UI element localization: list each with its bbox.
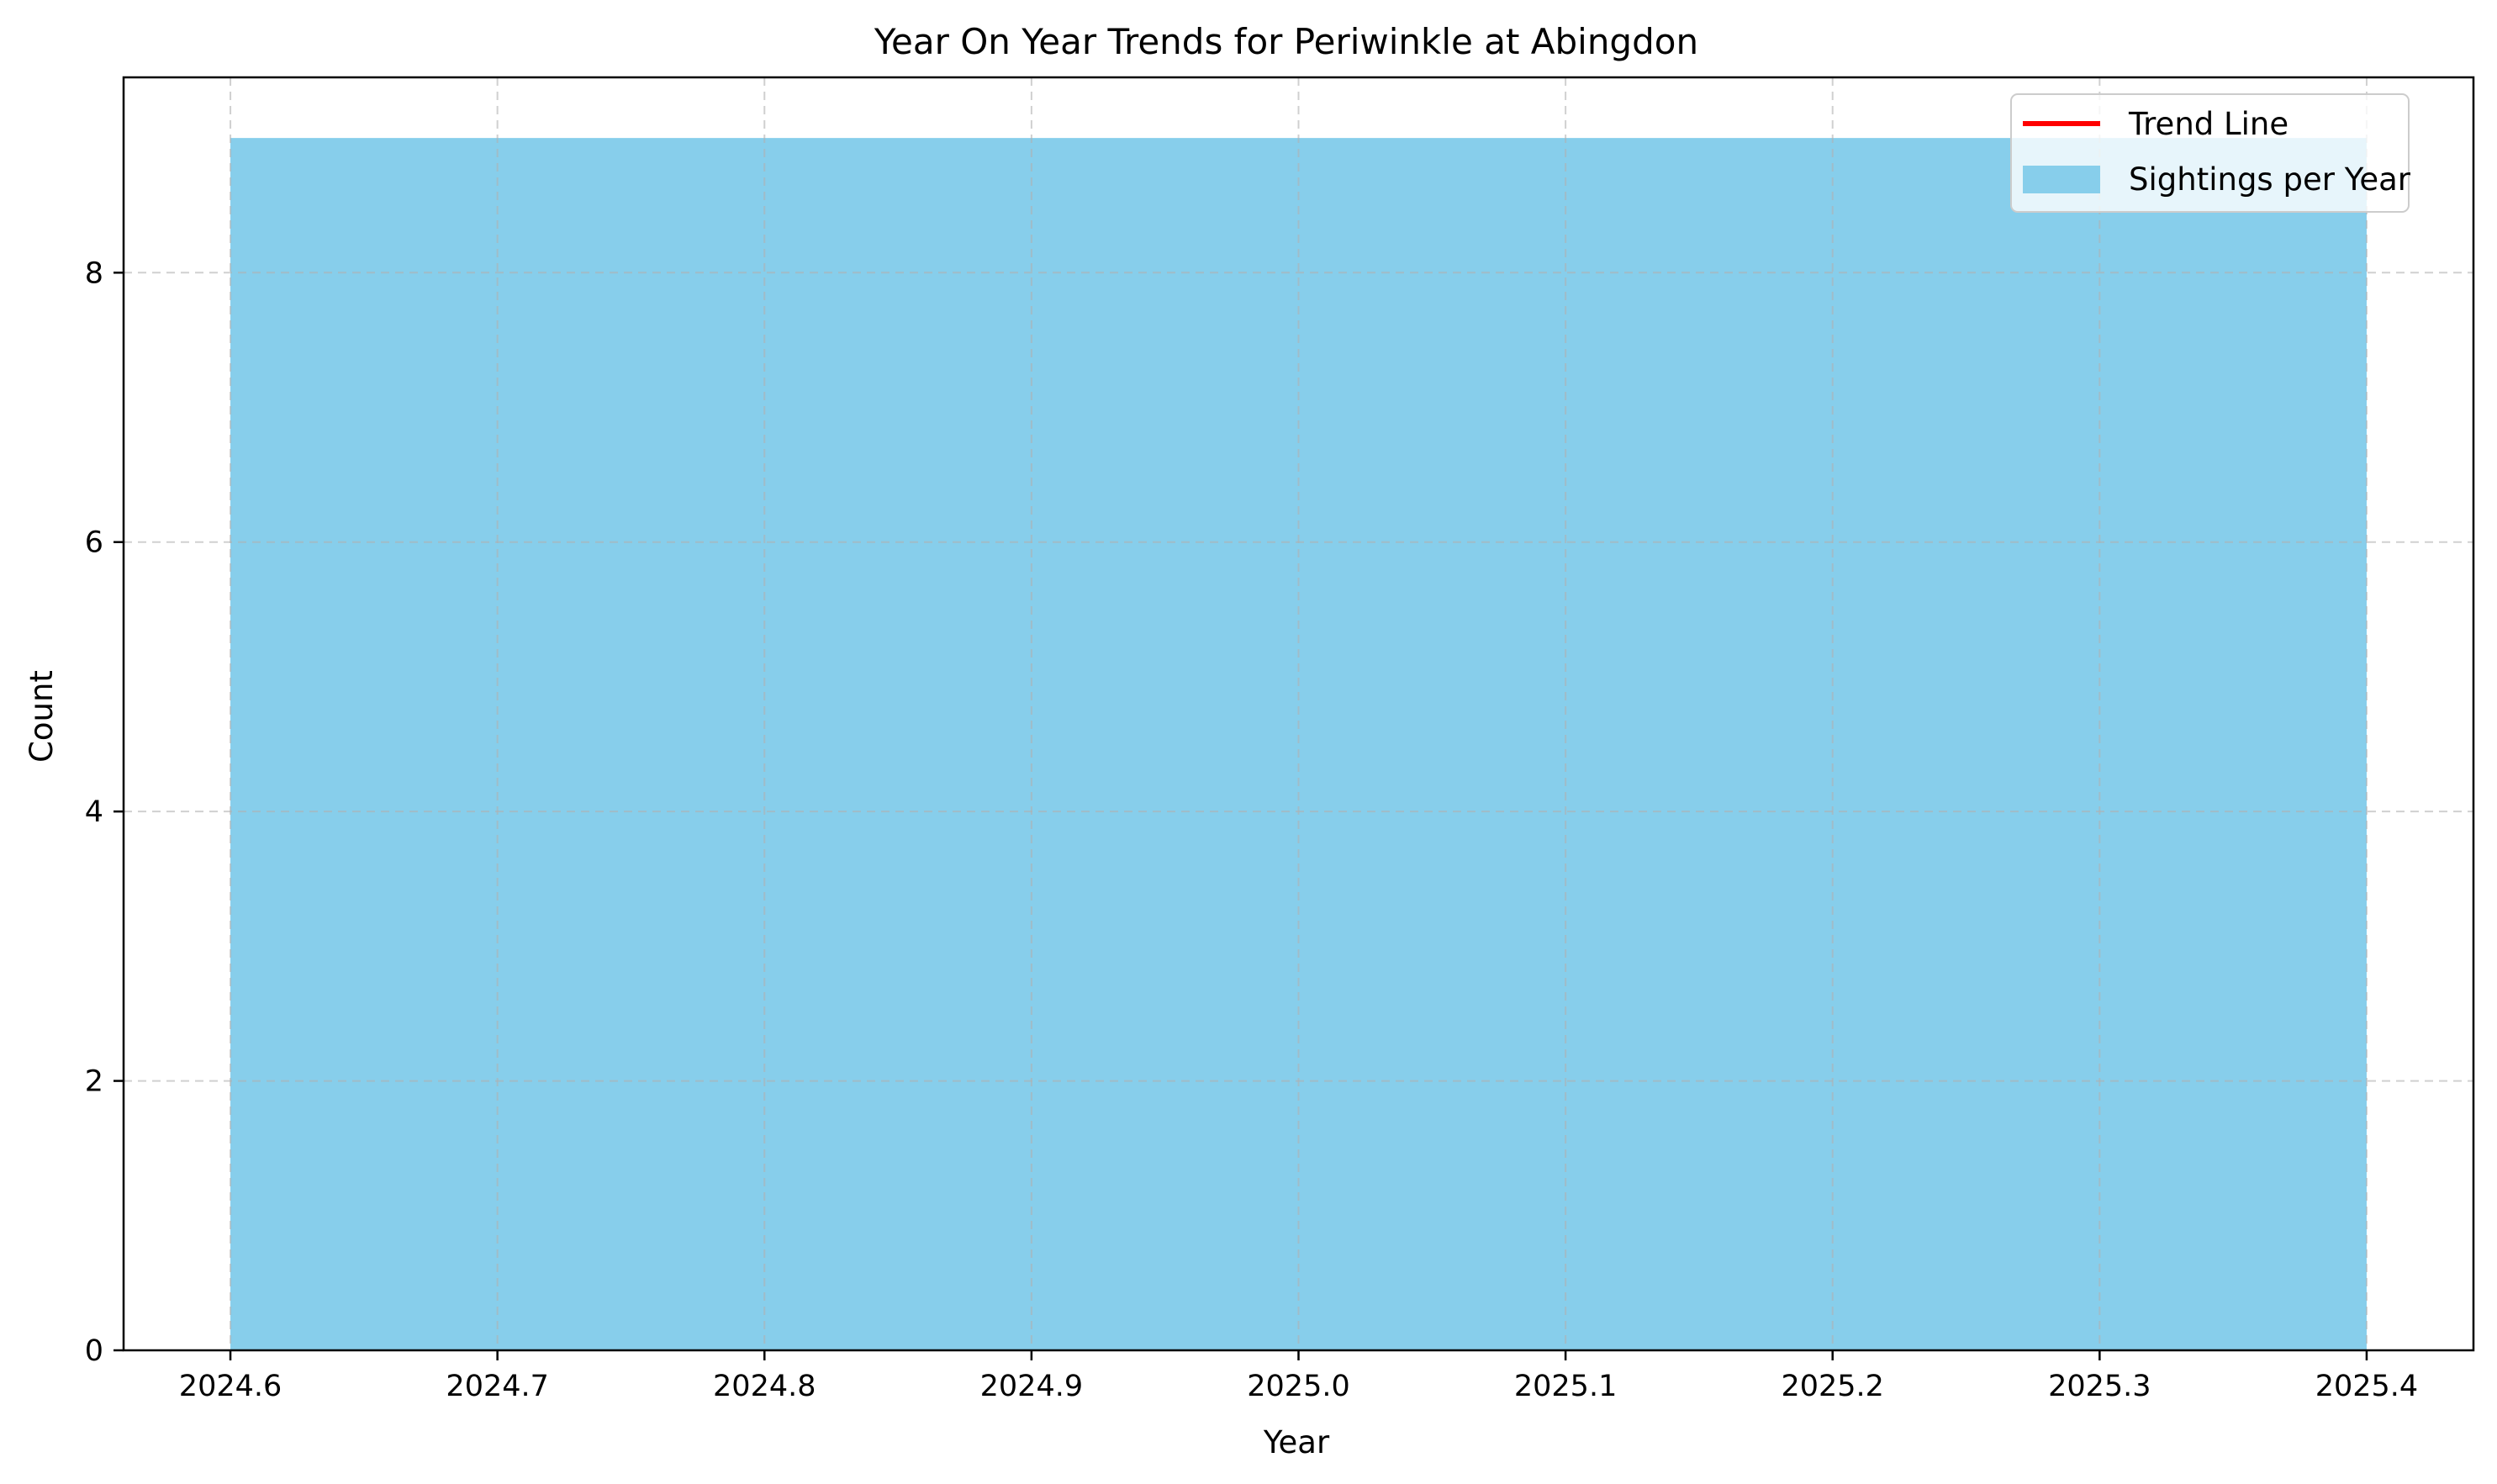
y-tick-label-3: 6 <box>85 526 103 560</box>
x-tick-label-6: 2025.2 <box>1781 1370 1883 1403</box>
y-tick-label-4: 8 <box>85 256 103 290</box>
y-tick-label-0: 0 <box>85 1334 103 1368</box>
legend-sightings-swatch <box>2023 166 2100 193</box>
y-tick-label-2: 4 <box>85 795 103 829</box>
y-axis-label: Count <box>24 670 60 763</box>
chart-title: Year On Year Trends for Periwinkle at Ab… <box>874 21 1698 62</box>
x-tick-label-4: 2025.0 <box>1247 1370 1349 1403</box>
plot-area: 2024.6 2024.7 2024.8 2024.9 2025.0 2025.1 2025… <box>85 76 2475 1403</box>
x-axis-label: Year <box>1263 1424 1330 1460</box>
x-tick-label-3: 2024.9 <box>980 1370 1083 1403</box>
legend-sightings-label: Sightings per Year <box>2129 161 2411 198</box>
x-tick-label-5: 2025.1 <box>1514 1370 1617 1403</box>
x-tick-label-2: 2024.8 <box>713 1370 816 1403</box>
x-tick-label-0: 2024.6 <box>179 1370 282 1403</box>
x-tick-label-1: 2024.7 <box>446 1370 548 1403</box>
y-tick-label-1: 2 <box>85 1065 103 1099</box>
legend-trend-line-label: Trend Line <box>2128 106 2288 142</box>
legend-frame <box>2010 93 2410 213</box>
legend: Trend Line Sightings per Year <box>2010 93 2411 213</box>
x-tick-label-7: 2025.3 <box>2048 1370 2151 1403</box>
x-tick-label-8: 2025.4 <box>2315 1370 2418 1403</box>
